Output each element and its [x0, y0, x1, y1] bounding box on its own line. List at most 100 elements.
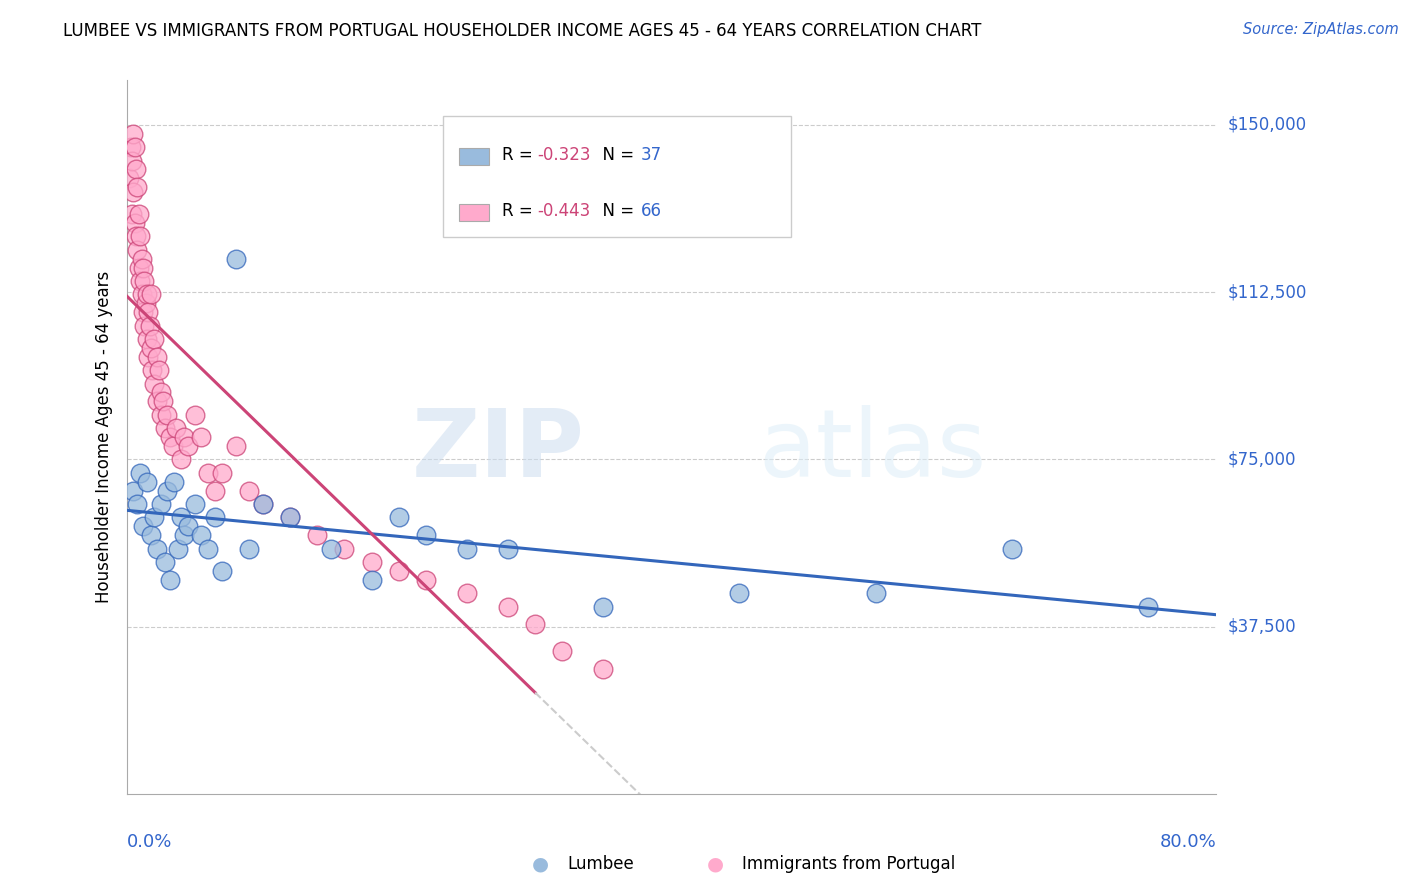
Point	[592, 599, 614, 614]
Point	[211, 466, 233, 480]
Point	[136, 475, 159, 489]
Text: LUMBEE VS IMMIGRANTS FROM PORTUGAL HOUSEHOLDER INCOME AGES 45 - 64 YEARS CORRELA: LUMBEE VS IMMIGRANTS FROM PORTUGAL HOUSE…	[63, 22, 981, 40]
Point	[177, 439, 200, 453]
Point	[139, 341, 162, 355]
Point	[125, 229, 148, 244]
Point	[142, 376, 165, 391]
Point	[141, 363, 163, 377]
Point	[122, 127, 145, 141]
Text: -0.443: -0.443	[537, 202, 591, 219]
Point	[131, 252, 153, 266]
Point	[149, 408, 172, 422]
Point	[225, 252, 247, 266]
Point	[360, 573, 382, 587]
Point	[118, 171, 141, 186]
Point	[319, 541, 342, 556]
Point	[129, 466, 152, 480]
Point	[165, 421, 187, 435]
Point	[142, 332, 165, 346]
Point	[177, 519, 200, 533]
Point	[121, 153, 143, 168]
Point	[496, 541, 519, 556]
Point	[136, 332, 159, 346]
Point	[592, 662, 614, 676]
Point	[204, 483, 226, 498]
Point	[170, 452, 193, 467]
Text: 66: 66	[641, 202, 662, 219]
Point	[129, 274, 152, 288]
Point	[728, 586, 751, 600]
Point	[145, 541, 167, 556]
Point	[183, 408, 205, 422]
Point	[129, 229, 152, 244]
Point	[252, 497, 274, 511]
Point	[132, 519, 155, 533]
Point	[153, 555, 176, 569]
Text: ●: ●	[706, 855, 724, 873]
Text: $37,500: $37,500	[1227, 617, 1296, 636]
Point	[132, 260, 155, 275]
Point	[153, 421, 176, 435]
Point	[173, 528, 195, 542]
Point	[388, 510, 411, 524]
Point	[456, 541, 478, 556]
Point	[204, 510, 226, 524]
Point	[128, 207, 150, 221]
Point	[139, 287, 162, 301]
Point	[173, 430, 195, 444]
Point	[238, 541, 260, 556]
Text: ZIP: ZIP	[412, 405, 585, 498]
Point	[190, 430, 212, 444]
Point	[415, 573, 437, 587]
Point	[865, 586, 887, 600]
Point	[145, 394, 167, 409]
Point	[183, 497, 205, 511]
Y-axis label: Householder Income Ages 45 - 64 years: Householder Income Ages 45 - 64 years	[94, 271, 112, 603]
Point	[138, 305, 160, 319]
Point	[134, 318, 156, 333]
Text: $75,000: $75,000	[1227, 450, 1296, 468]
Point	[122, 185, 145, 199]
Point	[152, 394, 174, 409]
Point	[307, 528, 329, 542]
Text: $150,000: $150,000	[1227, 116, 1306, 134]
Point	[496, 599, 519, 614]
Point	[360, 555, 382, 569]
Point	[170, 510, 193, 524]
Point	[131, 287, 153, 301]
Text: 37: 37	[641, 145, 662, 164]
Point	[134, 274, 156, 288]
Point	[124, 216, 146, 230]
Point	[252, 497, 274, 511]
FancyBboxPatch shape	[458, 203, 489, 220]
Point	[139, 528, 162, 542]
Point	[127, 180, 149, 194]
FancyBboxPatch shape	[458, 148, 489, 165]
Point	[121, 207, 143, 221]
Point	[132, 305, 155, 319]
Point	[551, 644, 574, 658]
Point	[159, 573, 181, 587]
Point	[388, 564, 411, 578]
Point	[156, 408, 179, 422]
Point	[138, 350, 160, 364]
Text: $112,500: $112,500	[1227, 283, 1306, 301]
Text: -0.323: -0.323	[537, 145, 591, 164]
Text: R =: R =	[502, 202, 538, 219]
Point	[145, 350, 167, 364]
Point	[122, 483, 145, 498]
Point	[163, 475, 186, 489]
Point	[125, 162, 148, 177]
Text: 0.0%: 0.0%	[127, 833, 172, 851]
Point	[148, 363, 170, 377]
Point	[136, 287, 159, 301]
Text: Lumbee: Lumbee	[568, 855, 634, 872]
Text: Immigrants from Portugal: Immigrants from Portugal	[742, 855, 956, 872]
Point	[190, 528, 212, 542]
Point	[1137, 599, 1160, 614]
Text: N =: N =	[592, 202, 640, 219]
Point	[142, 510, 165, 524]
Point	[524, 617, 547, 632]
Text: ●: ●	[531, 855, 550, 873]
Point	[211, 564, 233, 578]
